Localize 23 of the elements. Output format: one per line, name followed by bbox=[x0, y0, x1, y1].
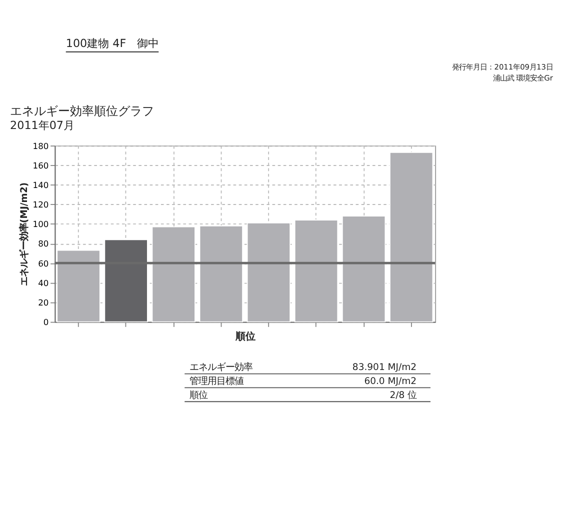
text: 100建物 4F 御中 bbox=[66, 37, 160, 50]
y-tick-label: 120 bbox=[32, 200, 49, 210]
y-axis-title: エネルギー効率(MJ/m2) bbox=[19, 182, 30, 286]
y-tick-label: 140 bbox=[32, 180, 49, 190]
text: 浦山武 環境安全Gr bbox=[492, 74, 554, 83]
y-tick-label: 100 bbox=[32, 219, 49, 230]
y-tick-label: 160 bbox=[32, 160, 49, 170]
text: 順位 bbox=[189, 390, 208, 401]
y-tick-label: 80 bbox=[38, 238, 49, 249]
y-tick-label: 60 bbox=[38, 258, 49, 268]
text: 60.0 MJ/m2 bbox=[364, 376, 417, 387]
y-tick-label: 180 bbox=[32, 140, 49, 151]
text: 2/8 位 bbox=[390, 390, 417, 401]
text: エネルギー効率 bbox=[189, 362, 252, 374]
x-axis-title: 順位 bbox=[234, 330, 256, 342]
y-tick-label: 20 bbox=[38, 297, 49, 308]
chart-title: エネルギー効率順位グラフ bbox=[10, 104, 154, 118]
y-tick-label: 0 bbox=[43, 317, 49, 328]
text: 83.901 MJ/m2 bbox=[352, 362, 417, 374]
text: 発行年月日：2011年09月13日 bbox=[452, 62, 553, 72]
y-tick-label: 40 bbox=[38, 278, 49, 288]
text: 管理用目標値 bbox=[189, 376, 244, 387]
chart-subtitle: 2011年07月 bbox=[10, 118, 75, 132]
